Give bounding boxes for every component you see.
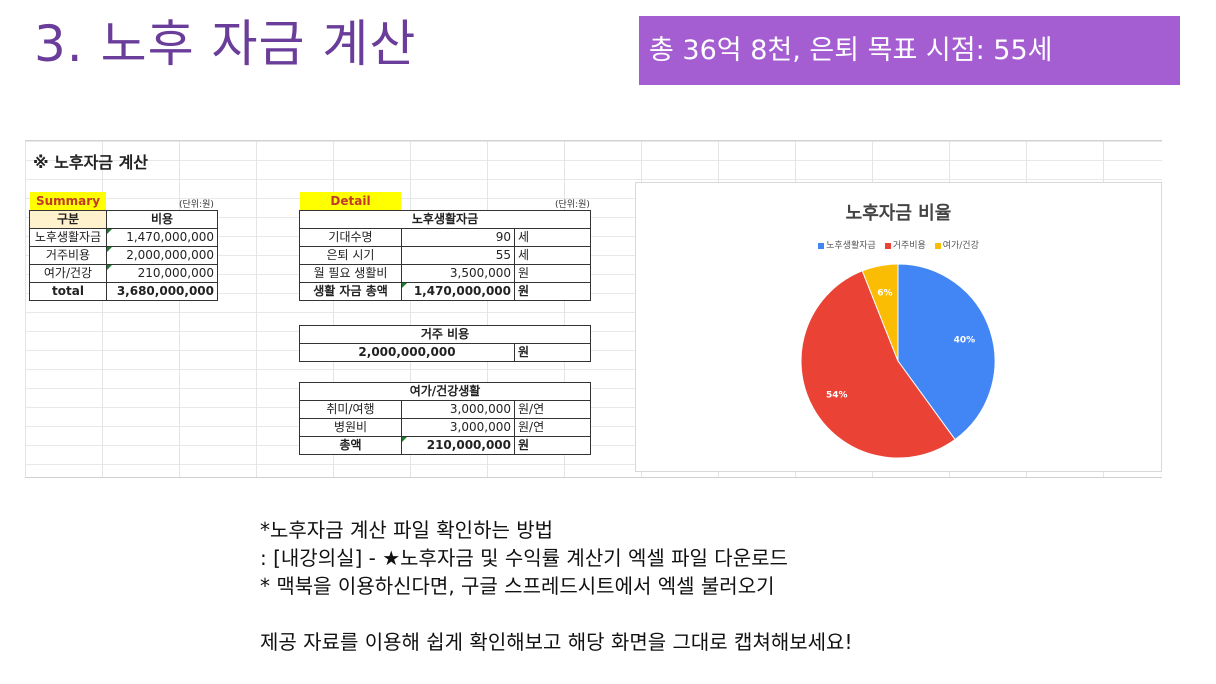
legend-label: 노후생활자금 xyxy=(826,241,876,251)
table-row: total 3,680,000,000 xyxy=(29,282,218,301)
legend-label: 여가/건강 xyxy=(942,241,979,251)
living-expense-table: 노후생활자금 기대수명 90 세 은퇴 시기 55 세 월 필요 생활비 3,5… xyxy=(299,210,591,301)
table-row: 월 필요 생활비 3,500,000 원 xyxy=(299,264,591,283)
instruction-line: 제공 자료를 이용해 쉽게 확인해보고 해당 화면을 그대로 캡쳐해보세요! xyxy=(260,630,853,654)
leisure-unit: 원/연 xyxy=(514,418,591,437)
spreadsheet-screenshot: ※ 노후자금 계산 Summary (단위:원) 구분 비용 노후생활자금 1,… xyxy=(25,140,1162,478)
detail-value: 55 xyxy=(401,246,515,265)
table-row: 취미/여행 3,000,000 원/연 xyxy=(299,400,591,419)
housing-value: 2,000,000,000 xyxy=(299,343,515,362)
legend-item: 여가/건강 xyxy=(934,238,979,251)
instruction-line xyxy=(260,600,852,628)
leisure-total-value: 210,000,000 xyxy=(401,436,515,455)
instructions: *노후자금 계산 파일 확인하는 방법 : [내강의실] - ★노후자금 및 수… xyxy=(260,516,852,656)
summary-value: 2,000,000,000 xyxy=(106,246,218,265)
table-row: 여가/건강 210,000,000 xyxy=(29,264,218,283)
legend-swatch xyxy=(934,242,941,249)
table-row: 구분 비용 xyxy=(29,210,218,229)
leisure-table: 여가/건강생활 취미/여행 3,000,000 원/연 병원비 3,000,00… xyxy=(299,382,591,455)
slice-label: 6% xyxy=(877,288,892,298)
instruction-line: *노후자금 계산 파일 확인하는 방법 xyxy=(260,518,554,542)
leisure-label: 병원비 xyxy=(299,418,402,437)
legend-label: 거주비용 xyxy=(892,241,926,251)
summary-value: 210,000,000 xyxy=(106,264,218,283)
header-cell-cost: 비용 xyxy=(106,210,218,229)
detail-total-label: 생활 자금 총액 xyxy=(299,282,402,301)
summary-value: 1,470,000,000 xyxy=(106,228,218,247)
summary-label: 노후생활자금 xyxy=(29,228,107,247)
legend-swatch xyxy=(884,242,891,249)
legend-item: 거주비용 xyxy=(884,238,926,251)
leisure-header: 여가/건강생활 xyxy=(299,382,591,401)
housing-table: 거주 비용 2,000,000,000 원 xyxy=(299,325,591,362)
detail-tag: Detail xyxy=(300,192,401,211)
pie-slice xyxy=(861,263,899,362)
leisure-value: 3,000,000 xyxy=(401,400,515,419)
table-row: 노후생활자금 xyxy=(299,210,591,229)
instruction-line: : [내강의실] - ★노후자금 및 수익률 계산기 엑셀 파일 다운로드 xyxy=(260,546,788,570)
table-row: 여가/건강생활 xyxy=(299,382,591,401)
slide-title: 3. 노후 자금 계산 xyxy=(34,15,417,73)
leisure-value: 3,000,000 xyxy=(401,418,515,437)
table-row: 거주 비용 xyxy=(299,325,591,344)
leisure-unit: 원 xyxy=(514,436,591,455)
table-row: 2,000,000,000 원 xyxy=(299,343,591,362)
summary-tag: Summary xyxy=(30,192,106,211)
table-row: 은퇴 시기 55 세 xyxy=(299,246,591,265)
living-header: 노후생활자금 xyxy=(299,210,591,229)
chart-title: 노후자금 비율 xyxy=(845,203,952,224)
summary-total-label: total xyxy=(29,282,107,301)
slice-label: 54% xyxy=(826,391,848,401)
table-row: 총액 210,000,000 원 xyxy=(299,436,591,455)
leisure-total-label: 총액 xyxy=(299,436,402,455)
detail-total-value: 1,470,000,000 xyxy=(401,282,515,301)
detail-unit-cell: 원 xyxy=(514,264,591,283)
summary-unit: (단위:원) xyxy=(179,200,214,210)
slice-label: 40% xyxy=(954,335,976,345)
table-row: 기대수명 90 세 xyxy=(299,228,591,247)
summary-badge: 총 36억 8천, 은퇴 목표 시점: 55세 xyxy=(639,16,1180,85)
table-row: 거주비용 2,000,000,000 xyxy=(29,246,218,265)
housing-unit: 원 xyxy=(514,343,591,362)
table-row: 생활 자금 총액 1,470,000,000 원 xyxy=(299,282,591,301)
detail-unit: (단위:원) xyxy=(555,200,590,210)
instruction-line: * 맥북을 이용하신다면, 구글 스프레드시트에서 엑셀 불러오기 xyxy=(260,574,775,598)
pie-chart-svg: 40% 54% 6% xyxy=(800,263,996,459)
pie-slice xyxy=(897,263,996,441)
header-cell-category: 구분 xyxy=(29,210,107,229)
detail-value: 90 xyxy=(401,228,515,247)
table-row: 병원비 3,000,000 원/연 xyxy=(299,418,591,437)
detail-value: 3,500,000 xyxy=(401,264,515,283)
detail-unit-cell: 세 xyxy=(514,246,591,265)
summary-label: 거주비용 xyxy=(29,246,107,265)
legend-item: 노후생활자금 xyxy=(818,238,876,251)
detail-label: 월 필요 생활비 xyxy=(299,264,402,283)
detail-label: 은퇴 시기 xyxy=(299,246,402,265)
housing-header: 거주 비용 xyxy=(299,325,591,344)
summary-total-value: 3,680,000,000 xyxy=(106,282,218,301)
leisure-unit: 원/연 xyxy=(514,400,591,419)
chart-legend: 노후생활자금 거주비용 여가/건강 xyxy=(636,238,1161,251)
detail-label: 기대수명 xyxy=(299,228,402,247)
legend-swatch xyxy=(818,242,825,249)
summary-label: 여가/건강 xyxy=(29,264,107,283)
pie-slice xyxy=(800,270,956,459)
leisure-label: 취미/여행 xyxy=(299,400,402,419)
detail-unit-cell: 세 xyxy=(514,228,591,247)
table-row: 노후생활자금 1,470,000,000 xyxy=(29,228,218,247)
pie-chart: 노후자금 비율 노후생활자금 거주비용 여가/건강 40% 54% 6% xyxy=(635,182,1162,472)
summary-table: 구분 비용 노후생활자금 1,470,000,000 거주비용 2,000,00… xyxy=(29,210,218,301)
detail-unit-cell: 원 xyxy=(514,282,591,301)
sheet-title: ※ 노후자금 계산 xyxy=(33,153,149,172)
